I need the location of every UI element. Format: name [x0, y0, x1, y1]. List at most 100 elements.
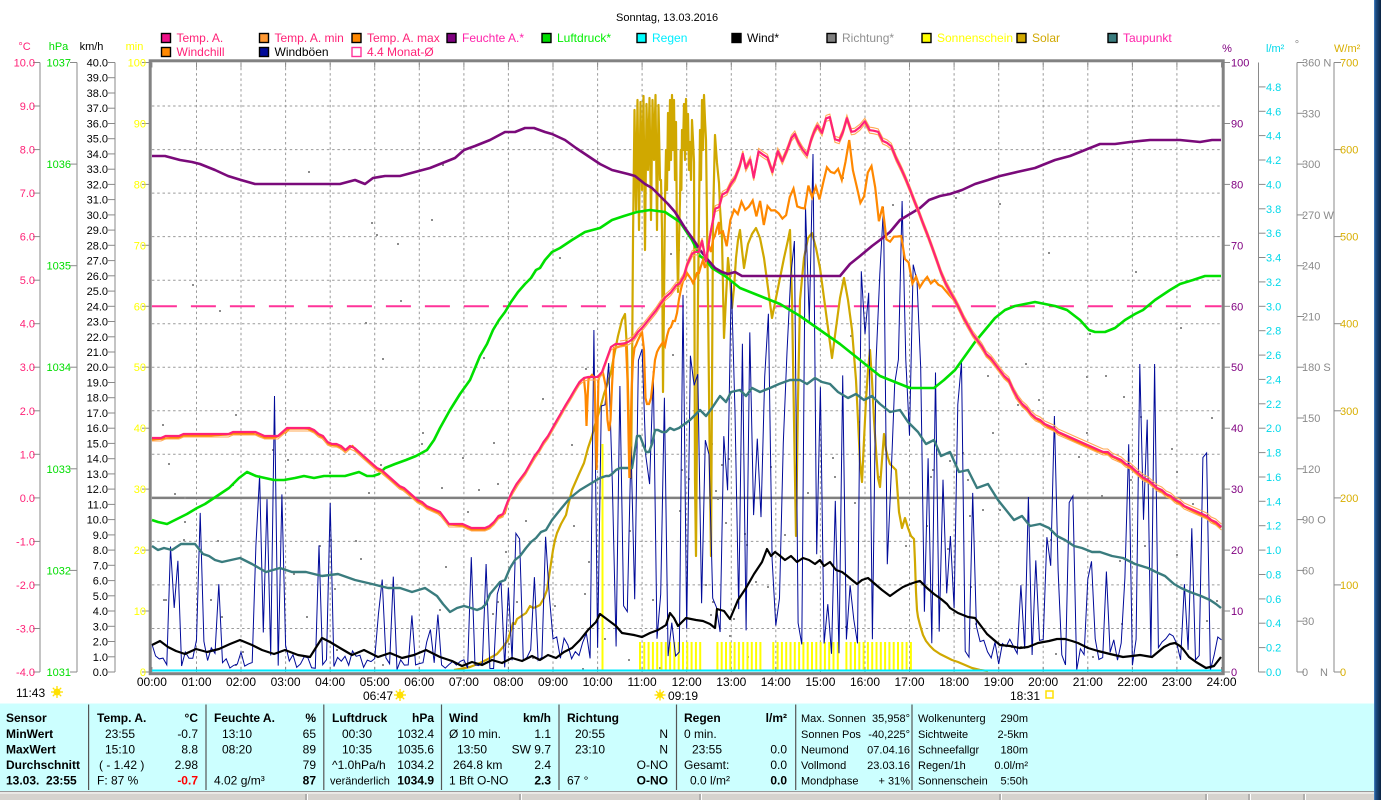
svg-text:11:43: 11:43: [16, 686, 45, 700]
svg-text:Regen: Regen: [652, 31, 687, 45]
svg-text:23.0: 23.0: [87, 317, 108, 329]
svg-text:16:00: 16:00: [850, 675, 880, 689]
svg-text:25.0: 25.0: [87, 286, 108, 298]
svg-text:22.0: 22.0: [87, 332, 108, 344]
svg-text:35,958°: 35,958°: [872, 713, 910, 725]
svg-text:Temp. A. min: Temp. A. min: [275, 31, 344, 45]
svg-text:Max. Sonnen: Max. Sonnen: [801, 713, 866, 725]
svg-text:3.0: 3.0: [20, 362, 35, 374]
svg-text:Wolkenunterg: Wolkenunterg: [918, 713, 986, 725]
svg-text:30.0: 30.0: [87, 210, 108, 222]
svg-text:35.0: 35.0: [87, 134, 108, 146]
svg-text:4.0: 4.0: [20, 319, 35, 331]
svg-text:0.0: 0.0: [770, 774, 787, 788]
svg-text:12:00: 12:00: [672, 675, 702, 689]
svg-text:1.4: 1.4: [1266, 496, 1281, 508]
svg-text:°C: °C: [185, 711, 199, 725]
svg-text:4.2: 4.2: [1266, 155, 1281, 167]
svg-text:23.03.16: 23.03.16: [867, 760, 910, 772]
svg-text:Wind*: Wind*: [747, 31, 779, 45]
svg-text:l/m²: l/m²: [766, 711, 787, 725]
svg-text:W/m²: W/m²: [1334, 43, 1361, 55]
svg-text:03:00: 03:00: [271, 675, 301, 689]
svg-text:1035.6: 1035.6: [397, 743, 434, 757]
svg-text:10:00: 10:00: [583, 675, 613, 689]
svg-text:%: %: [305, 711, 316, 725]
svg-text:60: 60: [1302, 565, 1314, 577]
svg-text:21.0: 21.0: [87, 347, 108, 359]
svg-text:Schneefallgr: Schneefallgr: [918, 745, 979, 757]
svg-text:1.2: 1.2: [1266, 521, 1281, 533]
svg-text:24.0: 24.0: [87, 301, 108, 313]
svg-text:-0.7: -0.7: [177, 727, 198, 741]
svg-text:20.0: 20.0: [87, 362, 108, 374]
svg-text:13:50: 13:50: [457, 743, 487, 757]
svg-text:hPa: hPa: [49, 41, 69, 53]
svg-text:67 °: 67 °: [567, 774, 589, 788]
svg-text:16.0: 16.0: [87, 423, 108, 435]
svg-text:36.0: 36.0: [87, 119, 108, 131]
svg-text:30: 30: [1231, 484, 1243, 496]
svg-text:39.0: 39.0: [87, 73, 108, 85]
svg-text:km/h: km/h: [80, 41, 104, 53]
svg-text:09:00: 09:00: [538, 675, 568, 689]
svg-text:14.0: 14.0: [87, 454, 108, 466]
svg-text:Feuchte A.*: Feuchte A.*: [462, 31, 524, 45]
svg-text:15:10: 15:10: [105, 743, 135, 757]
svg-text:4.02 g/m³: 4.02 g/m³: [214, 774, 265, 788]
svg-text:Regen/1h: Regen/1h: [918, 760, 966, 772]
svg-text:18.0: 18.0: [87, 393, 108, 405]
svg-text:( - 1.42 ): ( - 1.42 ): [99, 758, 144, 772]
svg-text:24:00: 24:00: [1206, 675, 1236, 689]
svg-text:8.0: 8.0: [20, 145, 35, 157]
svg-text:12.0: 12.0: [87, 484, 108, 496]
svg-text:MinWert: MinWert: [6, 727, 53, 741]
svg-text:180m: 180m: [1000, 745, 1028, 757]
svg-text:700: 700: [1340, 58, 1358, 70]
svg-text:2.3: 2.3: [534, 774, 551, 788]
svg-text:270 W: 270 W: [1302, 210, 1334, 222]
svg-text:N: N: [659, 727, 668, 741]
svg-text:Luftdruck: Luftdruck: [332, 711, 388, 725]
svg-text:90: 90: [1231, 119, 1243, 131]
svg-text:O-NO: O-NO: [637, 758, 668, 772]
svg-text:0.6: 0.6: [1266, 594, 1281, 606]
svg-text:Richtung*: Richtung*: [842, 31, 894, 45]
svg-text:0.0: 0.0: [770, 758, 787, 772]
svg-text:70: 70: [134, 240, 146, 252]
svg-text:2-5km: 2-5km: [997, 729, 1028, 741]
svg-text:Regen: Regen: [684, 711, 721, 725]
svg-text:5.0: 5.0: [20, 275, 35, 287]
svg-text:3.8: 3.8: [1266, 204, 1281, 216]
svg-text:1.1: 1.1: [534, 727, 551, 741]
svg-text:00:00: 00:00: [137, 675, 167, 689]
svg-text:0: 0: [140, 667, 146, 679]
svg-text:-2.0: -2.0: [16, 580, 35, 592]
svg-text:90: 90: [134, 119, 146, 131]
svg-text:0: 0: [1340, 667, 1346, 679]
svg-text:264.8 km: 264.8 km: [453, 758, 502, 772]
svg-text:20:00: 20:00: [1028, 675, 1058, 689]
svg-text:600: 600: [1340, 145, 1358, 157]
svg-text:22:00: 22:00: [1117, 675, 1147, 689]
svg-text:1 Bft O-NO: 1 Bft O-NO: [449, 774, 508, 788]
svg-text:8.8: 8.8: [181, 743, 198, 757]
svg-text:0.0: 0.0: [1266, 667, 1281, 679]
svg-text:0: 0: [1231, 667, 1237, 679]
svg-text:°: °: [1295, 39, 1299, 51]
svg-text:300: 300: [1340, 406, 1358, 418]
svg-text:1.6: 1.6: [1266, 472, 1281, 484]
svg-text:veränderlich: veränderlich: [330, 776, 390, 788]
svg-text:11.0: 11.0: [87, 499, 108, 511]
svg-text:50: 50: [134, 362, 146, 374]
svg-text:28.0: 28.0: [87, 240, 108, 252]
svg-text:-3.0: -3.0: [16, 624, 35, 636]
svg-text:0.8: 0.8: [1266, 570, 1281, 582]
svg-text:33.0: 33.0: [87, 164, 108, 176]
svg-text:min: min: [126, 41, 144, 53]
svg-text:1032.4: 1032.4: [397, 727, 434, 741]
svg-text:60: 60: [134, 301, 146, 313]
svg-text:70: 70: [1231, 240, 1243, 252]
svg-text:80: 80: [1231, 179, 1243, 191]
svg-text:40: 40: [1231, 423, 1243, 435]
